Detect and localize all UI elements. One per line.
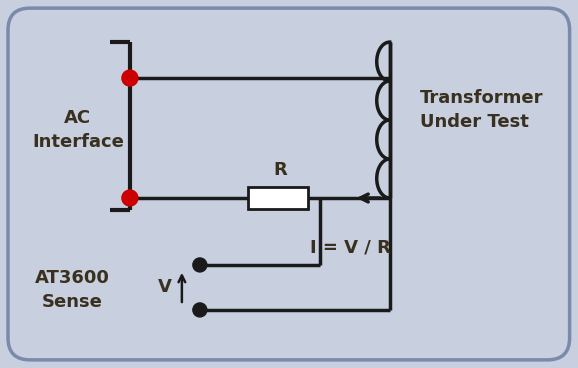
- Text: V: V: [158, 279, 172, 297]
- Circle shape: [122, 70, 138, 86]
- Text: I = V / R: I = V / R: [310, 239, 391, 257]
- Text: R: R: [273, 161, 287, 179]
- FancyBboxPatch shape: [8, 8, 569, 360]
- Text: AC
Interface: AC Interface: [32, 109, 124, 151]
- Circle shape: [193, 303, 207, 317]
- Circle shape: [193, 258, 207, 272]
- Bar: [248, 187, 308, 209]
- Circle shape: [122, 190, 138, 206]
- Text: AT3600
Sense: AT3600 Sense: [35, 269, 109, 311]
- Text: Transformer
Under Test: Transformer Under Test: [420, 89, 543, 131]
